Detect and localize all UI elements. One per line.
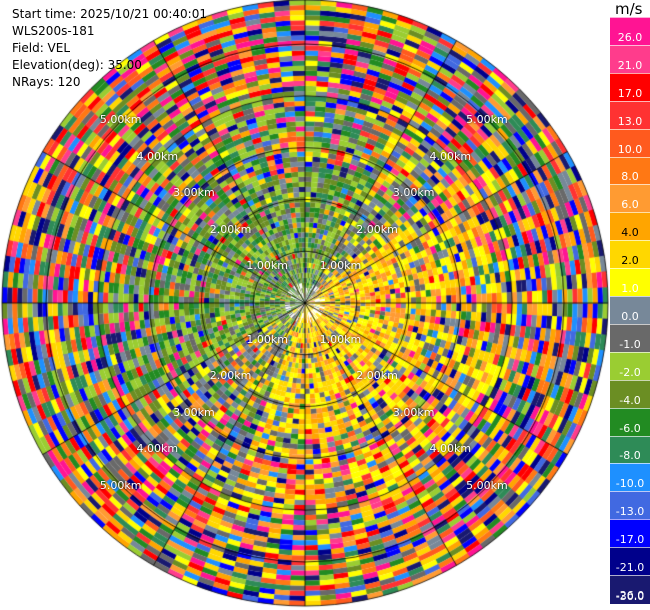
nrays-label: NRays: 120	[12, 75, 81, 89]
colorbar-cell	[610, 128, 650, 158]
colorbar-cell	[610, 463, 650, 493]
colorbar-tick-label: -8.0	[619, 449, 641, 463]
colorbar-cell	[610, 407, 650, 437]
colorbar-tick-label: 0.0	[621, 309, 639, 323]
range-ring-label: 4.00km	[136, 149, 179, 163]
colorbar-tick-label: -4.0	[619, 393, 641, 407]
range-ring-label: 4.00km	[429, 149, 472, 163]
colorbar-cell	[610, 44, 650, 74]
colorbar-cell	[610, 72, 650, 102]
colorbar-tick-label: 13.0	[617, 114, 643, 128]
range-ring-label: 2.00km	[209, 369, 252, 383]
ppi-velocity-plot	[0, 0, 610, 610]
start-time-label: Start time: 2025/10/21 00:40:01	[12, 7, 207, 21]
colorbar-tick-label: 6.0	[621, 198, 639, 212]
range-ring-label: 1.00km	[246, 332, 288, 346]
colorbar-cell	[610, 575, 650, 604]
elevation-label: Elevation(deg): 35.00	[12, 58, 142, 72]
colorbar-tick-label: -1.0	[619, 337, 641, 351]
colorbar-tick-label: -26.0	[615, 589, 645, 602]
colorbar-unit: m/s	[615, 0, 643, 18]
colorbar-tick-label: -17.0	[615, 533, 645, 547]
colorbar-cell	[610, 519, 650, 549]
colorbar	[610, 17, 650, 604]
colorbar-tick-label: 17.0	[617, 86, 643, 100]
colorbar-cell	[610, 156, 650, 186]
range-ring-label: 1.00km	[319, 259, 362, 273]
range-ring-label: 3.00km	[173, 405, 215, 419]
colorbar-cell	[610, 100, 650, 130]
range-ring-label: 3.00km	[392, 186, 435, 200]
colorbar-cell	[610, 17, 650, 46]
colorbar-tick-label: -10.0	[615, 477, 645, 491]
range-ring-label: 4.00km	[136, 442, 179, 456]
colorbar-tick-label: -21.0	[615, 561, 645, 575]
colorbar-cell	[610, 296, 650, 325]
colorbar-cell	[610, 212, 650, 242]
colorbar-cell	[610, 240, 650, 270]
colorbar-cell	[610, 268, 650, 298]
colorbar-tick-label: 8.0	[621, 170, 639, 184]
station-label: WLS200s-181	[12, 24, 95, 38]
range-ring-label: 3.00km	[173, 186, 215, 200]
colorbar-cell	[610, 351, 650, 381]
colorbar-cell	[610, 491, 650, 521]
field-label: Field: VEL	[12, 41, 71, 55]
colorbar-tick-label: -2.0	[619, 365, 641, 379]
colorbar-cell	[610, 547, 650, 577]
colorbar-cell	[610, 184, 650, 214]
colorbar-tick-label: 10.0	[617, 142, 643, 156]
colorbar-tick-label: 21.0	[617, 58, 643, 72]
colorbar-cell	[610, 379, 650, 409]
range-ring-label: 2.00km	[356, 222, 398, 236]
colorbar-cell	[610, 435, 650, 465]
range-ring-label: 1.00km	[319, 332, 362, 346]
colorbar-tick-label: 2.0	[621, 254, 639, 268]
colorbar-tick-label: 1.0	[621, 282, 639, 296]
range-ring-label: 5.00km	[99, 479, 142, 493]
range-ring-label: 1.00km	[246, 259, 288, 273]
colorbar-tick-label: 4.0	[621, 226, 639, 240]
range-ring-label: 3.00km	[392, 405, 435, 419]
colorbar-tick-label: 26.0	[617, 30, 643, 44]
range-ring-label: 2.00km	[356, 369, 398, 383]
range-ring-label: 2.00km	[209, 222, 252, 236]
range-ring-label: 5.00km	[466, 112, 508, 126]
range-ring-label: 5.00km	[99, 112, 142, 126]
colorbar-tick-label: -13.0	[615, 505, 645, 519]
range-ring-label: 5.00km	[466, 479, 508, 493]
colorbar-tick-label: -30.0	[615, 590, 645, 603]
colorbar-tick-label: -6.0	[619, 421, 641, 435]
range-ring-label: 4.00km	[429, 442, 472, 456]
colorbar-cell	[610, 323, 650, 353]
